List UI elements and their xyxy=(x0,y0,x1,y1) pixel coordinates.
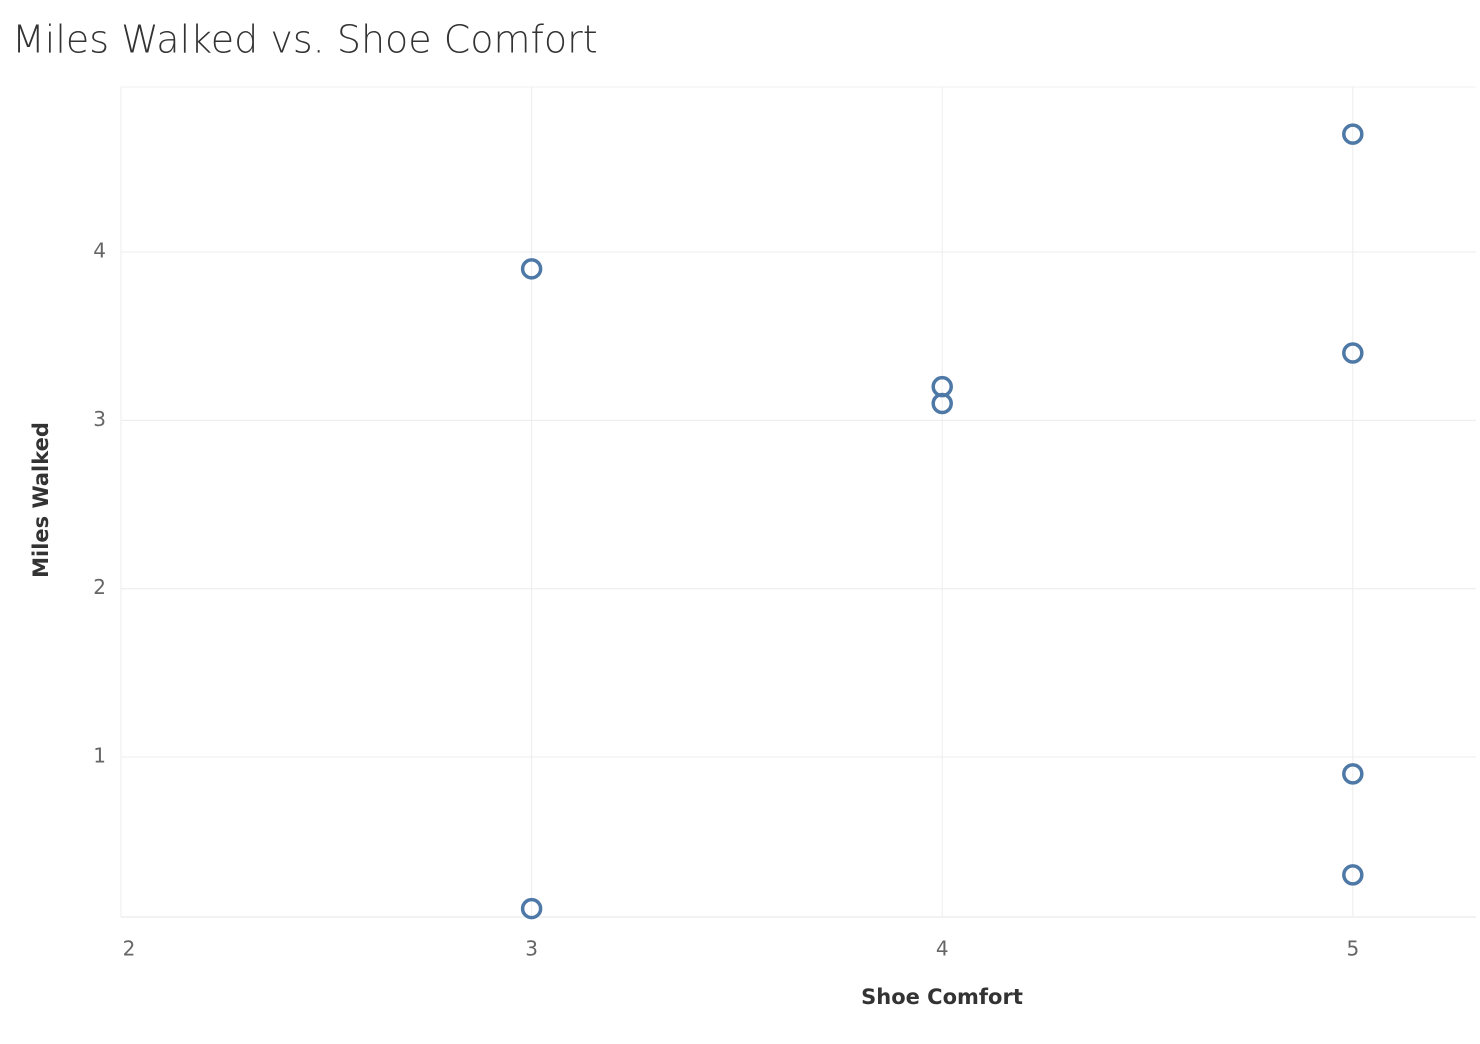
point xyxy=(1342,864,1364,886)
point xyxy=(1342,123,1364,145)
x-axis-title: Shoe Comfort xyxy=(861,985,1023,1009)
point xyxy=(520,897,543,920)
y-tick-label: 2 xyxy=(93,575,106,599)
x-tick-label: 4 xyxy=(936,937,949,961)
x-tick-label: 2 xyxy=(123,937,136,961)
x-tick-label: 3 xyxy=(525,937,538,961)
y-axis-title: Miles Walked xyxy=(29,422,53,578)
point xyxy=(1342,342,1364,364)
y-tick-label: 1 xyxy=(93,744,106,768)
point xyxy=(931,392,953,415)
point xyxy=(520,258,543,280)
x-tick-label: 5 xyxy=(1346,937,1359,961)
point xyxy=(1342,763,1364,785)
y-tick-label: 4 xyxy=(93,238,106,262)
y-tick-label: 3 xyxy=(93,407,106,431)
chart-title: Miles Walked vs. Shoe Comfort xyxy=(12,18,598,62)
